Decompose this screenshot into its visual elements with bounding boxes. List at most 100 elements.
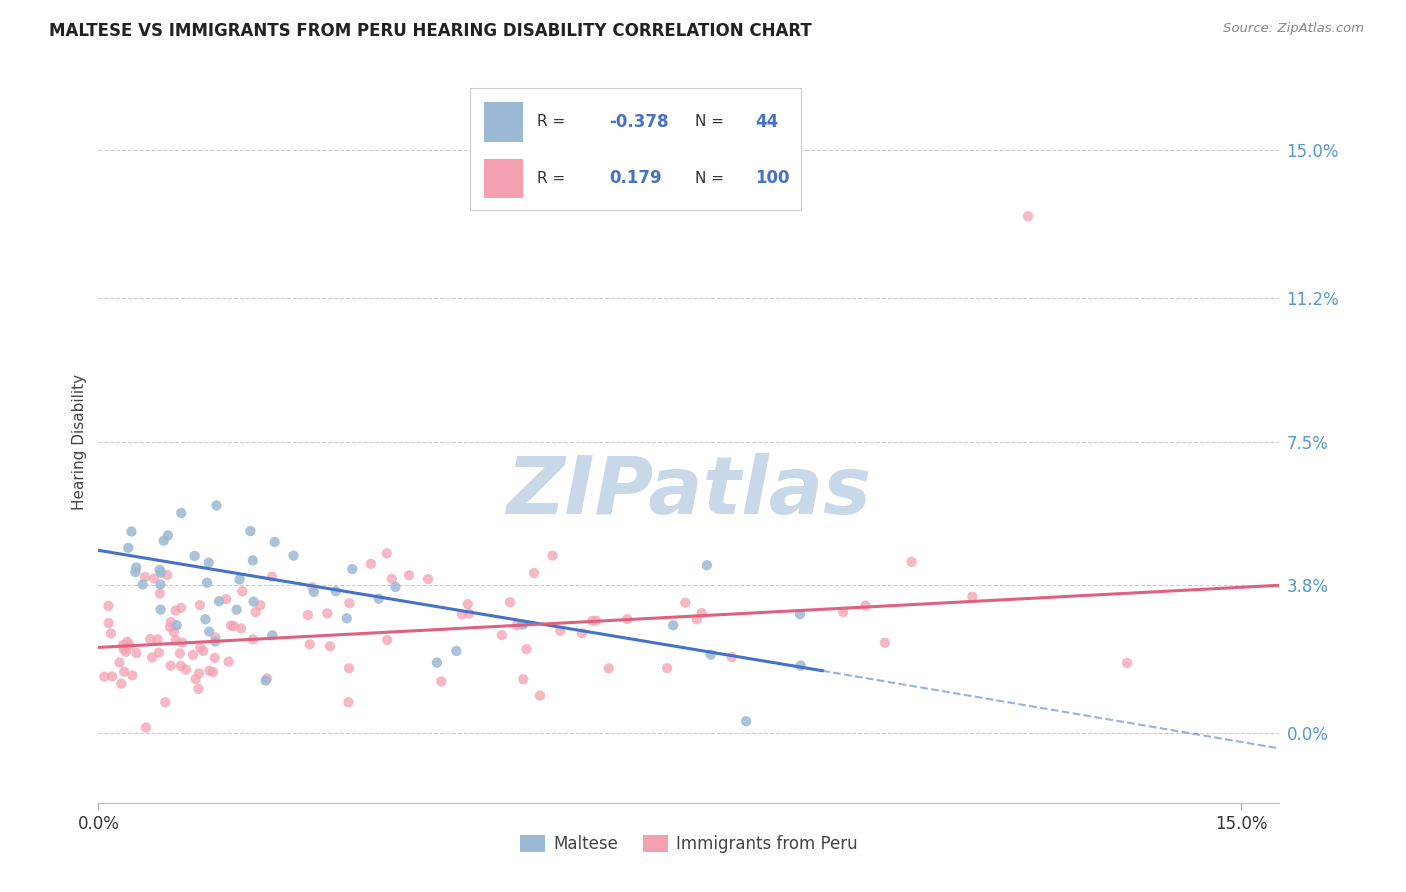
- Point: [184, 672, 207, 686]
- Point: [298, 637, 321, 651]
- Point: [169, 647, 191, 661]
- Point: [121, 524, 143, 539]
- Point: [146, 632, 169, 647]
- Point: [181, 648, 204, 662]
- Point: [853, 599, 876, 613]
- Point: [204, 634, 226, 648]
- Point: [384, 580, 406, 594]
- Point: [1017, 209, 1039, 223]
- Point: [686, 612, 709, 626]
- Point: [149, 586, 172, 600]
- Point: [336, 611, 359, 625]
- Point: [720, 650, 742, 665]
- Point: [242, 632, 264, 647]
- Point: [375, 632, 398, 647]
- Point: [204, 651, 226, 665]
- Point: [219, 618, 242, 632]
- Point: [93, 670, 115, 684]
- Point: [155, 695, 177, 709]
- Point: [149, 563, 172, 577]
- Point: [172, 635, 194, 649]
- Point: [426, 656, 449, 670]
- Point: [491, 628, 513, 642]
- Point: [229, 621, 252, 635]
- Point: [451, 607, 474, 622]
- Point: [239, 524, 262, 538]
- Y-axis label: Hearing Disability: Hearing Disability: [72, 374, 87, 509]
- Point: [97, 616, 120, 631]
- Point: [598, 661, 620, 675]
- Point: [655, 661, 678, 675]
- Point: [416, 572, 439, 586]
- Point: [541, 549, 564, 563]
- Point: [242, 594, 264, 608]
- Point: [337, 661, 360, 675]
- Point: [381, 572, 404, 586]
- Point: [195, 575, 218, 590]
- Point: [585, 614, 607, 628]
- Point: [101, 669, 124, 683]
- Point: [159, 658, 181, 673]
- Point: [198, 624, 221, 639]
- Point: [170, 506, 193, 520]
- Point: [165, 604, 187, 618]
- Point: [198, 664, 221, 678]
- Point: [297, 608, 319, 623]
- Point: [301, 580, 323, 594]
- Point: [193, 644, 215, 658]
- Point: [342, 562, 364, 576]
- Point: [160, 615, 183, 629]
- Point: [202, 665, 225, 680]
- Point: [550, 624, 572, 638]
- Point: [319, 640, 342, 654]
- Point: [124, 565, 146, 579]
- Point: [97, 599, 120, 613]
- Point: [446, 644, 468, 658]
- Point: [231, 584, 253, 599]
- Point: [156, 528, 179, 542]
- Point: [208, 594, 231, 608]
- Point: [700, 648, 723, 662]
- Point: [108, 656, 131, 670]
- Point: [121, 668, 143, 682]
- Point: [515, 642, 537, 657]
- Point: [125, 646, 148, 660]
- Point: [789, 658, 811, 673]
- Point: [662, 618, 685, 632]
- Point: [375, 546, 398, 560]
- Point: [134, 570, 156, 584]
- Point: [506, 618, 529, 632]
- Point: [205, 499, 228, 513]
- Point: [457, 597, 479, 611]
- Point: [529, 689, 551, 703]
- Point: [188, 640, 211, 655]
- Point: [512, 617, 534, 632]
- Point: [325, 584, 347, 599]
- Point: [873, 636, 896, 650]
- Text: ZIPatlas: ZIPatlas: [506, 453, 872, 531]
- Point: [174, 663, 197, 677]
- Point: [141, 650, 163, 665]
- Point: [170, 658, 193, 673]
- Point: [302, 585, 325, 599]
- Point: [263, 535, 285, 549]
- Point: [115, 645, 138, 659]
- Text: MALTESE VS IMMIGRANTS FROM PERU HEARING DISABILITY CORRELATION CHART: MALTESE VS IMMIGRANTS FROM PERU HEARING …: [49, 22, 811, 40]
- Point: [163, 625, 186, 640]
- Point: [256, 672, 278, 686]
- Point: [166, 618, 188, 632]
- Point: [215, 592, 238, 607]
- Point: [249, 598, 271, 612]
- Point: [187, 681, 209, 696]
- Point: [143, 571, 166, 585]
- Point: [100, 626, 122, 640]
- Point: [616, 612, 638, 626]
- Point: [245, 605, 267, 619]
- Point: [110, 676, 132, 690]
- Point: [581, 614, 603, 628]
- Point: [696, 558, 718, 573]
- Point: [571, 626, 593, 640]
- Point: [735, 714, 758, 729]
- Point: [458, 607, 481, 621]
- Point: [962, 590, 984, 604]
